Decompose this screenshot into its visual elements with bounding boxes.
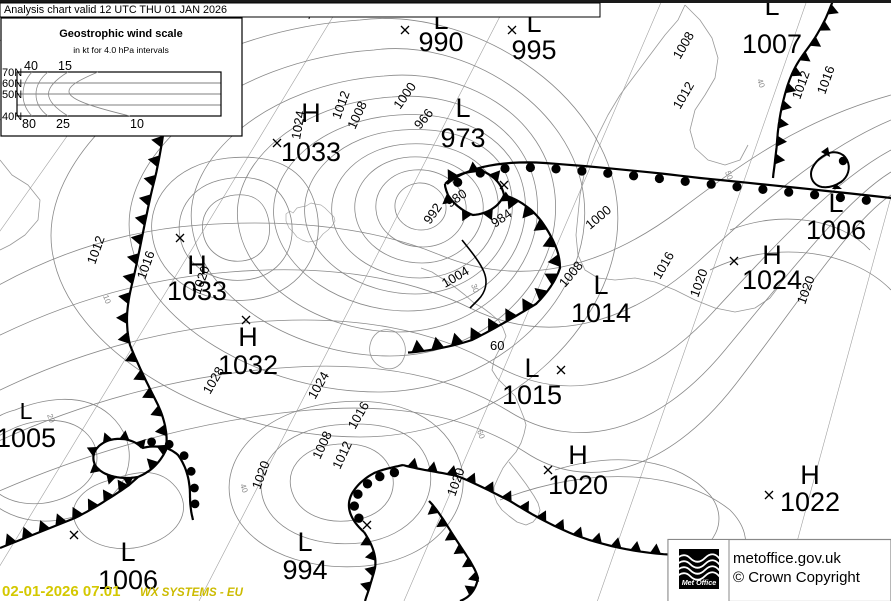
svg-text:in kt for 4.0 hPa intervals: in kt for 4.0 hPa intervals <box>73 45 169 55</box>
svg-text:1020: 1020 <box>548 470 608 500</box>
svg-text:Analysis chart valid 12 UTC TH: Analysis chart valid 12 UTC THU 01 JAN 2… <box>4 4 227 16</box>
svg-text:Met Office: Met Office <box>682 578 717 587</box>
svg-text:15: 15 <box>58 59 72 73</box>
svg-text:1033: 1033 <box>281 137 341 167</box>
svg-text:L: L <box>455 93 470 123</box>
svg-text:Geostrophic wind scale: Geostrophic wind scale <box>59 28 182 40</box>
svg-text:WX SYSTEMS - EU: WX SYSTEMS - EU <box>140 587 244 599</box>
svg-text:H: H <box>800 460 820 490</box>
svg-text:1006: 1006 <box>806 215 866 245</box>
svg-text:80: 80 <box>22 117 36 131</box>
svg-text:1024: 1024 <box>742 265 802 295</box>
svg-text:50N: 50N <box>2 89 22 101</box>
svg-text:L: L <box>524 353 539 383</box>
svg-text:1022: 1022 <box>780 487 840 517</box>
svg-text:metoffice.gov.uk: metoffice.gov.uk <box>733 550 841 567</box>
svg-text:1007: 1007 <box>742 29 802 59</box>
svg-text:L: L <box>764 0 779 21</box>
svg-text:990: 990 <box>418 27 463 57</box>
svg-text:L: L <box>297 527 312 557</box>
svg-text:1014: 1014 <box>571 298 631 328</box>
svg-text:40: 40 <box>24 59 38 73</box>
svg-text:973: 973 <box>440 123 485 153</box>
svg-text:25: 25 <box>56 117 70 131</box>
svg-text:L: L <box>828 188 843 218</box>
svg-text:10: 10 <box>130 117 144 131</box>
svg-text:02-01-2026 07.01: 02-01-2026 07.01 <box>2 583 120 600</box>
svg-text:L: L <box>20 398 33 424</box>
svg-text:994: 994 <box>282 555 327 585</box>
svg-text:1005: 1005 <box>0 423 56 453</box>
svg-text:995: 995 <box>511 35 556 65</box>
svg-text:1015: 1015 <box>502 380 562 410</box>
svg-text:L: L <box>593 270 608 300</box>
svg-text:© Crown Copyright: © Crown Copyright <box>733 569 861 586</box>
svg-text:L: L <box>120 537 135 567</box>
svg-text:40N: 40N <box>2 111 22 123</box>
svg-text:H: H <box>238 322 258 352</box>
svg-text:1032: 1032 <box>218 350 278 380</box>
svg-text:60: 60 <box>490 338 504 353</box>
svg-text:H: H <box>568 440 588 470</box>
